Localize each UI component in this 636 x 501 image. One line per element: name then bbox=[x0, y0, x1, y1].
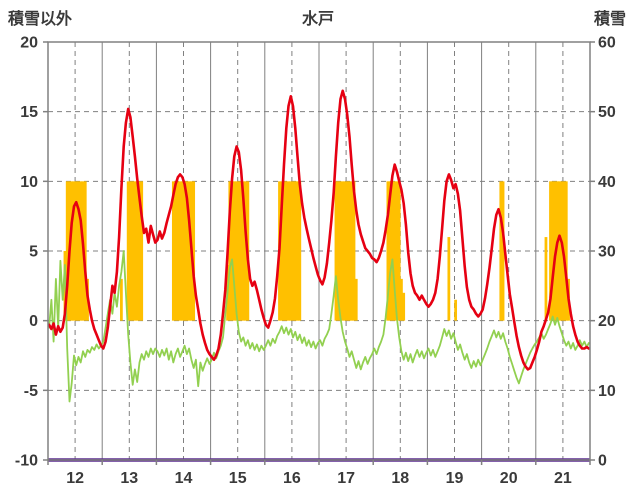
axis-tick-label: 18 bbox=[391, 470, 409, 487]
axis-tick-label: 10 bbox=[20, 174, 38, 191]
axis-tick-label: 30 bbox=[598, 244, 616, 261]
axis-tick-label: 20 bbox=[598, 313, 616, 330]
axis-tick-label: 20 bbox=[500, 470, 518, 487]
axis-tick-label: 15 bbox=[229, 470, 247, 487]
tick-marks bbox=[43, 41, 595, 465]
axis-tick-label: 14 bbox=[175, 470, 193, 487]
axis-tick-label: 21 bbox=[554, 470, 572, 487]
axis-tick-label: 13 bbox=[120, 470, 138, 487]
axis-tick-label: 0 bbox=[598, 453, 607, 470]
axis-tick-label: 10 bbox=[598, 383, 616, 400]
axis-tick-label: 16 bbox=[283, 470, 301, 487]
chart-title: 水戸 bbox=[301, 11, 335, 28]
axis-tick-label: 40 bbox=[598, 174, 616, 191]
axis-tick-label: 60 bbox=[598, 35, 616, 52]
series-red-line bbox=[47, 89, 591, 371]
axis-tick-label: 0 bbox=[29, 313, 38, 330]
axis-tick-label: 12 bbox=[66, 470, 84, 487]
axis-tick-label: 15 bbox=[20, 104, 38, 121]
axis-tick-label: 5 bbox=[29, 244, 38, 261]
axis-tick-label: -10 bbox=[15, 453, 38, 470]
axis-tick-label: 19 bbox=[446, 470, 464, 487]
axis-tick-label: 50 bbox=[598, 104, 616, 121]
left-axis-title: 積雪以外 bbox=[8, 11, 73, 28]
axis-tick-label: 20 bbox=[20, 35, 38, 52]
axis-tick-label: 17 bbox=[337, 470, 355, 487]
axis-tick-label: -5 bbox=[24, 383, 38, 400]
series-orange-bars bbox=[63, 181, 570, 321]
series-green-line bbox=[48, 250, 590, 403]
right-axis-title: 積雪 bbox=[593, 11, 626, 28]
